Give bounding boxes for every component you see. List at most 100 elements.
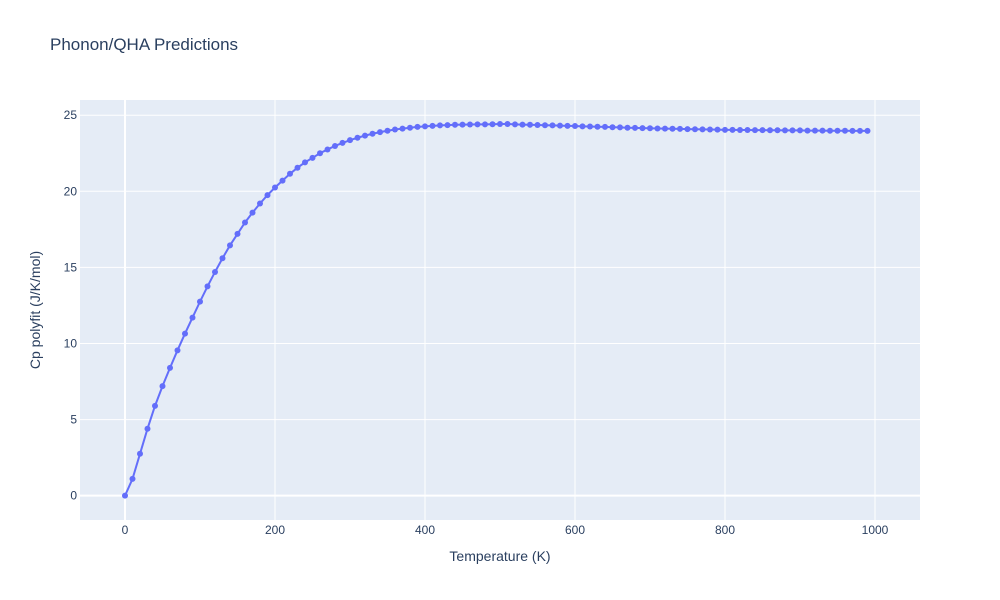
data-point[interactable] (639, 125, 646, 132)
data-point[interactable] (617, 124, 623, 131)
data-point[interactable] (377, 129, 383, 136)
data-point[interactable] (504, 121, 511, 128)
data-point[interactable] (324, 146, 331, 153)
data-point[interactable] (144, 425, 151, 432)
data-point[interactable] (729, 126, 736, 133)
data-point[interactable] (864, 127, 871, 134)
data-point[interactable] (249, 209, 256, 216)
data-point[interactable] (759, 127, 766, 134)
data-point[interactable] (347, 137, 353, 144)
data-point[interactable] (699, 126, 706, 133)
data-point[interactable] (512, 121, 518, 128)
data-point[interactable] (519, 121, 526, 128)
data-point[interactable] (489, 121, 496, 128)
data-point[interactable] (459, 121, 466, 128)
data-point[interactable] (849, 127, 856, 134)
data-point[interactable] (197, 298, 203, 305)
data-point[interactable] (842, 127, 848, 134)
data-point[interactable] (549, 122, 556, 129)
data-point[interactable] (204, 283, 211, 290)
data-point[interactable] (564, 122, 571, 129)
data-point[interactable] (789, 127, 796, 134)
data-point[interactable] (497, 121, 503, 128)
data-point[interactable] (287, 170, 293, 177)
data-point[interactable] (399, 125, 406, 132)
data-point[interactable] (527, 121, 533, 128)
data-point[interactable] (129, 475, 136, 482)
data-point[interactable] (744, 126, 751, 133)
data-point[interactable] (677, 125, 683, 132)
data-point[interactable] (797, 127, 803, 134)
data-point[interactable] (804, 127, 811, 134)
data-point[interactable] (392, 126, 398, 133)
data-point[interactable] (452, 121, 458, 128)
data-point[interactable] (624, 124, 631, 131)
data-point[interactable] (264, 192, 271, 199)
data-point[interactable] (752, 127, 758, 134)
data-point[interactable] (339, 139, 346, 146)
data-point[interactable] (122, 492, 128, 499)
data-point[interactable] (152, 402, 158, 409)
data-point[interactable] (819, 127, 826, 134)
data-point[interactable] (557, 122, 563, 129)
data-point[interactable] (354, 134, 361, 141)
data-point[interactable] (812, 127, 818, 134)
data-point[interactable] (579, 123, 586, 130)
data-point[interactable] (429, 122, 436, 129)
data-point[interactable] (534, 121, 541, 128)
data-point[interactable] (384, 127, 391, 134)
data-point[interactable] (542, 122, 548, 129)
data-point[interactable] (159, 383, 166, 390)
data-point[interactable] (227, 242, 233, 249)
data-point[interactable] (332, 142, 338, 149)
data-point[interactable] (572, 123, 578, 130)
data-point[interactable] (234, 230, 241, 237)
data-point[interactable] (692, 126, 698, 133)
data-point[interactable] (137, 450, 143, 457)
data-point[interactable] (647, 125, 653, 132)
data-point[interactable] (662, 125, 668, 132)
data-point[interactable] (857, 127, 863, 134)
data-point[interactable] (774, 127, 781, 134)
data-point[interactable] (294, 164, 301, 171)
data-point[interactable] (737, 126, 743, 133)
data-point[interactable] (362, 132, 368, 139)
data-point[interactable] (219, 255, 226, 262)
data-point[interactable] (609, 124, 616, 131)
data-point[interactable] (257, 200, 263, 207)
data-point[interactable] (167, 364, 173, 371)
data-point[interactable] (302, 159, 308, 166)
data-point[interactable] (482, 121, 488, 128)
data-point[interactable] (189, 314, 196, 321)
data-point[interactable] (437, 122, 443, 129)
data-point[interactable] (602, 123, 608, 130)
data-point[interactable] (467, 121, 473, 128)
data-point[interactable] (834, 127, 841, 134)
data-point[interactable] (722, 126, 728, 133)
data-point[interactable] (242, 219, 248, 226)
data-point[interactable] (632, 124, 638, 131)
data-point[interactable] (594, 123, 601, 130)
data-point[interactable] (669, 125, 676, 132)
data-point[interactable] (782, 127, 788, 134)
data-point[interactable] (714, 126, 721, 133)
data-point[interactable] (707, 126, 713, 133)
data-point[interactable] (767, 127, 773, 134)
data-point[interactable] (684, 126, 691, 133)
data-point[interactable] (174, 347, 181, 354)
data-point[interactable] (414, 123, 421, 130)
data-point[interactable] (272, 184, 278, 191)
data-point[interactable] (422, 123, 428, 130)
data-point[interactable] (279, 177, 286, 184)
data-point[interactable] (474, 121, 481, 128)
data-point[interactable] (182, 330, 188, 337)
data-point[interactable] (444, 122, 451, 129)
data-point[interactable] (317, 150, 323, 157)
data-point[interactable] (369, 130, 376, 137)
data-point[interactable] (407, 124, 413, 131)
data-point[interactable] (309, 154, 316, 161)
data-point[interactable] (654, 125, 661, 132)
data-point[interactable] (587, 123, 593, 130)
data-point[interactable] (827, 127, 833, 134)
data-point[interactable] (212, 268, 218, 275)
